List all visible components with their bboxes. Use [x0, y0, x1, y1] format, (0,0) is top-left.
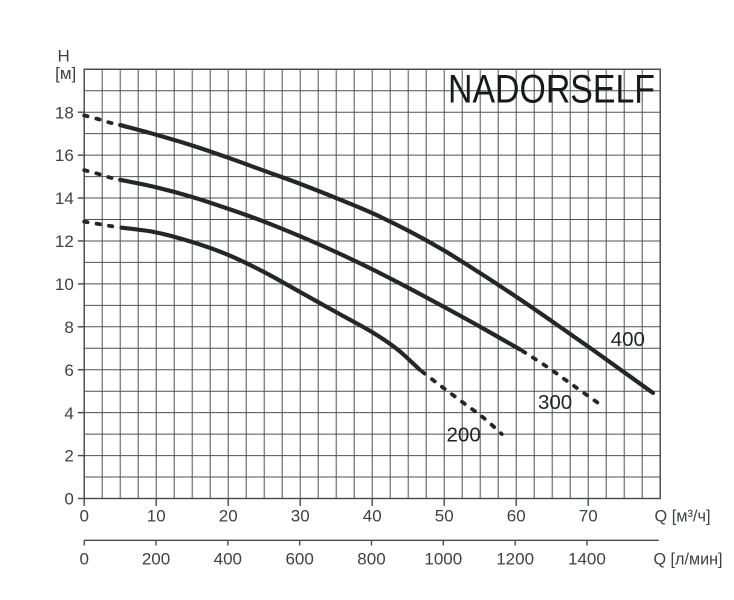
- tick-label-layer: 0 10 20 30 40 50 60 70 0 2 4 6 8 10 12 14 16 18 0 200 400 600…: [55, 103, 606, 568]
- x-axis-tick-label: 20: [219, 507, 238, 526]
- curve-300-solid: [118, 177, 522, 352]
- secondary-x-axis-tick-label: 0: [79, 550, 88, 569]
- secondary-x-axis-tick-label: 1000: [424, 550, 462, 569]
- curves-layer: [82, 113, 656, 437]
- y-axis-tick-label: 18: [55, 103, 74, 122]
- curve-label-300: 300: [538, 391, 572, 414]
- curve-400-solid: [118, 122, 656, 396]
- curve-200-dashed-head: [82, 219, 124, 230]
- x-axis-secondary-unit-label: Q [л/мин]: [654, 550, 723, 569]
- y-axis-tick-label: 12: [55, 232, 74, 251]
- curve-200-dashed-tail: [417, 367, 504, 437]
- y-axis-tick-label: 6: [64, 361, 73, 380]
- secondary-x-axis-tick-label: 200: [142, 550, 170, 569]
- curve-label-layer: 400 300 200: [447, 328, 645, 447]
- y-axis-title-unit: [м]: [55, 64, 76, 83]
- x-axis-tick-label: 50: [435, 507, 454, 526]
- y-axis-tick-label: 8: [64, 318, 73, 337]
- chart-title: NADORSELF: [448, 68, 655, 112]
- x-axis-tick-label: 70: [579, 507, 598, 526]
- y-axis-tick-label: 4: [64, 404, 73, 423]
- grid-layer: [83, 68, 661, 499]
- x-axis-tick-label: 60: [507, 507, 526, 526]
- y-axis-title-h: H: [57, 47, 69, 66]
- secondary-x-axis-tick-label: 800: [357, 550, 385, 569]
- y-axis-tick-label: 2: [64, 447, 73, 466]
- x-axis-tick-label: 40: [363, 507, 382, 526]
- x-axis-tick-label: 30: [291, 507, 310, 526]
- y-axis-tick-label: 10: [55, 275, 74, 294]
- y-axis-tick-label: 16: [55, 146, 74, 165]
- y-axis-tick-label: 0: [64, 490, 73, 509]
- x-axis-unit-label: Q [м³/ч]: [655, 507, 711, 526]
- secondary-x-axis-tick-label: 1200: [496, 550, 534, 569]
- curve-200-solid: [119, 225, 422, 372]
- secondary-x-axis-tick-label: 600: [285, 550, 313, 569]
- x-axis-tick-label: 10: [147, 507, 166, 526]
- axes-layer: [77, 68, 661, 546]
- curve-label-400: 400: [611, 328, 645, 351]
- y-axis-tick-label: 14: [55, 189, 74, 208]
- secondary-x-axis-tick-label: 1400: [568, 550, 606, 569]
- x-axis-tick-label: 0: [79, 507, 88, 526]
- curve-label-200: 200: [447, 423, 481, 446]
- secondary-x-axis-tick-label: 400: [214, 550, 242, 569]
